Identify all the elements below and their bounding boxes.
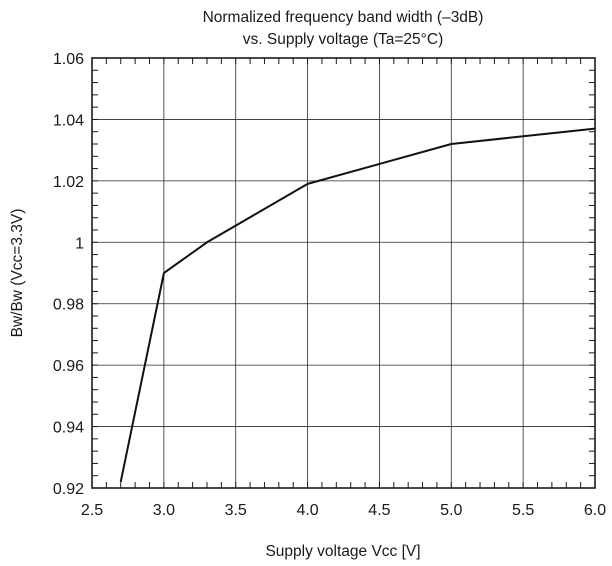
series-line bbox=[119, 127, 596, 483]
x-tick-label: 3.0 bbox=[153, 502, 175, 519]
y-tick-label: 1.06 bbox=[53, 51, 84, 68]
x-tick-label: 5.5 bbox=[512, 502, 534, 519]
y-tick-label: 1.02 bbox=[53, 174, 84, 191]
y-tick-label: 0.92 bbox=[53, 481, 84, 498]
y-axis-label: Bw/Bw (Vcc=3.3V) bbox=[9, 209, 26, 338]
y-tick-label: 1 bbox=[75, 235, 84, 252]
chart-title-line-1: Normalized frequency band width (–3dB) bbox=[203, 9, 484, 26]
series-layer bbox=[119, 127, 596, 483]
x-tick-label: 3.5 bbox=[225, 502, 247, 519]
x-tick-label: 4.5 bbox=[368, 502, 390, 519]
y-tick-label: 1.04 bbox=[53, 112, 84, 129]
y-tick-label: 0.96 bbox=[53, 358, 84, 375]
chart-title-line-2: vs. Supply voltage (Ta=25°C) bbox=[243, 31, 443, 48]
x-tick-label: 5.0 bbox=[440, 502, 462, 519]
plot-frame bbox=[91, 57, 596, 489]
minor-ticks bbox=[91, 57, 596, 489]
x-tick-label: 6.0 bbox=[584, 502, 606, 519]
y-tick-label: 0.94 bbox=[53, 420, 84, 437]
y-tick-labels: 0.92 0.94 0.96 0.98 1 1.02 1.04 1.06 bbox=[53, 51, 84, 498]
x-tick-label: 4.0 bbox=[296, 502, 318, 519]
y-tick-label: 0.98 bbox=[53, 297, 84, 314]
x-tick-labels: 2.5 3.0 3.5 4.0 4.5 5.0 5.5 6.0 bbox=[81, 502, 606, 519]
grid-lines bbox=[92, 58, 595, 488]
x-axis-label: Supply voltage Vcc [V] bbox=[265, 543, 420, 560]
x-tick-label: 2.5 bbox=[81, 502, 103, 519]
chart-title: Normalized frequency band width (–3dB) v… bbox=[203, 9, 484, 48]
